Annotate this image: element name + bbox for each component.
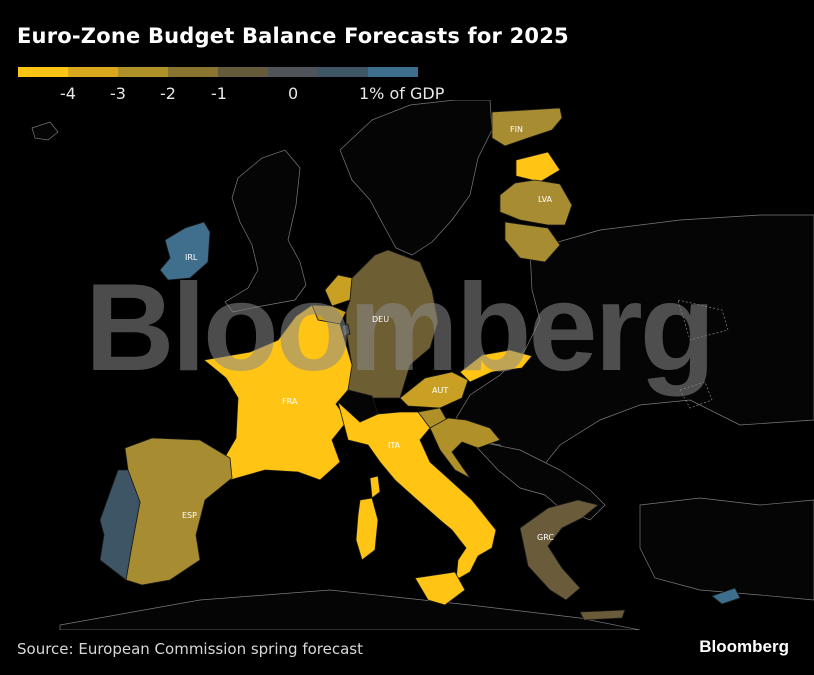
country-fra bbox=[203, 304, 353, 481]
hatched-region bbox=[677, 299, 729, 409]
bloomberg-watermark: Bloomberg bbox=[85, 259, 712, 397]
legend-swatch bbox=[268, 67, 318, 77]
label-fin: FIN bbox=[510, 125, 523, 134]
label-grc: GRC bbox=[537, 533, 554, 542]
legend-swatch bbox=[18, 67, 68, 77]
legend-labels: -4 -3 -2 -1 0 1% of GDP bbox=[0, 84, 814, 106]
country-est bbox=[515, 151, 561, 183]
country-irl bbox=[159, 221, 211, 281]
background-land bbox=[31, 100, 814, 630]
country-fra-corsica bbox=[369, 475, 381, 499]
label-ita: ITA bbox=[388, 441, 401, 450]
legend-swatch bbox=[318, 67, 368, 77]
legend-label: 1% of GDP bbox=[359, 84, 445, 103]
north-africa-landmass bbox=[59, 589, 641, 630]
country-grc-crete bbox=[579, 609, 626, 621]
country-grc bbox=[519, 499, 599, 601]
legend-swatch bbox=[218, 67, 268, 77]
country-ita-sicily bbox=[414, 571, 466, 606]
country-lva bbox=[499, 179, 573, 226]
europe-map: Bloomberg FIN LVA IRL DEU FRA AUT ITA ES… bbox=[31, 100, 814, 630]
country-ita bbox=[337, 400, 497, 581]
legend-label: -3 bbox=[110, 84, 126, 103]
balkans-landmass bbox=[469, 439, 606, 521]
label-aut: AUT bbox=[432, 386, 448, 395]
chart-title: Euro-Zone Budget Balance Forecasts for 2… bbox=[17, 24, 569, 48]
country-ita-sardinia bbox=[355, 497, 379, 561]
uk-landmass bbox=[224, 149, 307, 313]
scandinavia-landmass bbox=[339, 100, 493, 256]
color-scale-legend bbox=[18, 67, 418, 77]
iceland-landmass bbox=[31, 121, 59, 141]
country-deu bbox=[345, 249, 439, 399]
label-lva: LVA bbox=[538, 195, 553, 204]
legend-label: -4 bbox=[60, 84, 76, 103]
legend-swatch bbox=[68, 67, 118, 77]
label-deu: DEU bbox=[372, 315, 389, 324]
legend-label: -2 bbox=[160, 84, 176, 103]
country-labels: FIN LVA IRL DEU FRA AUT ITA ESP GRC bbox=[182, 125, 554, 542]
country-ltu bbox=[504, 221, 561, 263]
country-fin bbox=[491, 107, 563, 147]
legend-swatch bbox=[368, 67, 418, 77]
label-irl: IRL bbox=[185, 253, 198, 262]
source-note: Source: European Commission spring forec… bbox=[17, 640, 363, 658]
country-hrv bbox=[429, 417, 501, 479]
turkey-landmass bbox=[639, 497, 814, 601]
legend-swatch bbox=[118, 67, 168, 77]
country-prt bbox=[99, 469, 141, 581]
legend-label: -1 bbox=[211, 84, 227, 103]
bloomberg-logo: Bloomberg bbox=[699, 637, 789, 656]
legend-label: 0 bbox=[288, 84, 299, 103]
country-aut bbox=[399, 371, 469, 409]
country-cyp bbox=[711, 587, 741, 605]
country-esp bbox=[124, 437, 233, 586]
country-svk bbox=[459, 349, 533, 383]
label-esp: ESP bbox=[182, 511, 197, 520]
euro-zone-countries bbox=[99, 107, 741, 621]
label-fra: FRA bbox=[282, 397, 298, 406]
legend-swatch bbox=[168, 67, 218, 77]
country-lux bbox=[341, 323, 351, 337]
